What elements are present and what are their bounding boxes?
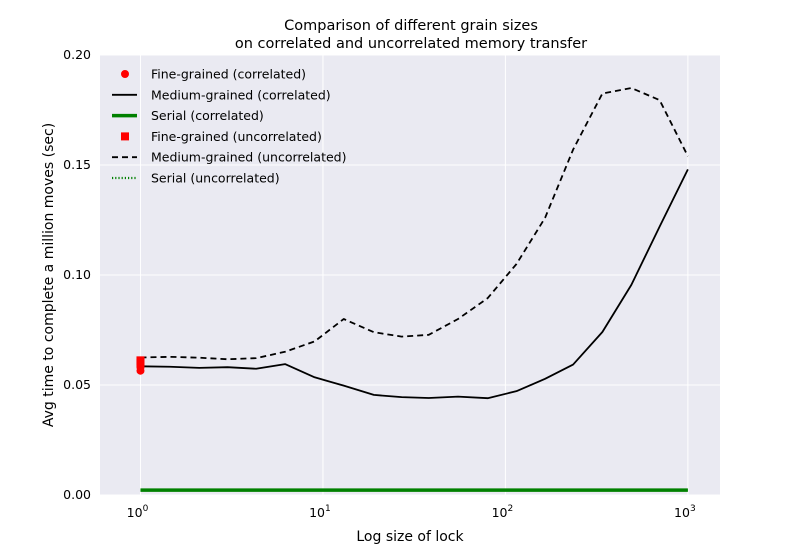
series-layer: [136, 87, 689, 492]
chart-title-line2: on correlated and uncorrelated memory tr…: [235, 36, 587, 52]
x-tick-label: 101: [309, 504, 331, 520]
legend-label: Medium-grained (correlated): [151, 87, 331, 102]
legend-label: Serial (uncorrelated): [151, 171, 280, 186]
legend-label: Fine-grained (correlated): [151, 67, 306, 82]
chart-title: Comparison of different grain sizes on c…: [235, 18, 587, 52]
x-tick-label: 102: [492, 504, 514, 520]
y-tick-label: 0.20: [63, 47, 91, 62]
legend-entry: Medium-grained (uncorrelated): [112, 150, 346, 165]
legend-entry: Fine-grained (uncorrelated): [121, 129, 322, 144]
x-tick-label: 103: [674, 504, 696, 520]
x-tick-label: 100: [127, 504, 149, 520]
y-tick-label: 0.15: [63, 157, 91, 172]
y-tick-label: 0.05: [63, 377, 91, 392]
legend-swatch-circle: [121, 70, 129, 78]
legend-label: Serial (correlated): [151, 108, 264, 123]
legend-entry: Medium-grained (correlated): [112, 87, 331, 102]
chart-title-line1: Comparison of different grain sizes: [284, 18, 538, 34]
legend-entry: Serial (uncorrelated): [112, 171, 280, 186]
legend-entry: Serial (correlated): [112, 108, 264, 123]
x-axis-label: Log size of lock: [356, 529, 464, 545]
y-tick-label: 0.10: [63, 267, 91, 282]
legend: Fine-grained (correlated) Medium-grained …: [112, 67, 346, 186]
series-line-medium-grained-correlated: [140, 169, 689, 400]
y-axis-label: Avg time to complete a million moves (se…: [41, 123, 57, 427]
legend-label: Fine-grained (uncorrelated): [151, 129, 322, 144]
series-line-medium-grained-uncorrelated: [140, 87, 689, 361]
x-tick-labels: 100 101 102 103: [127, 504, 696, 520]
legend-entry: Fine-grained (correlated): [121, 67, 306, 82]
grid: [100, 54, 720, 496]
point-fine-grained-uncorrelated: [136, 356, 145, 365]
legend-label: Medium-grained (uncorrelated): [151, 150, 346, 165]
y-tick-labels: 0.00 0.05 0.10 0.15 0.20: [63, 47, 91, 502]
legend-swatch-square: [121, 132, 129, 141]
y-tick-label: 0.00: [63, 487, 91, 502]
